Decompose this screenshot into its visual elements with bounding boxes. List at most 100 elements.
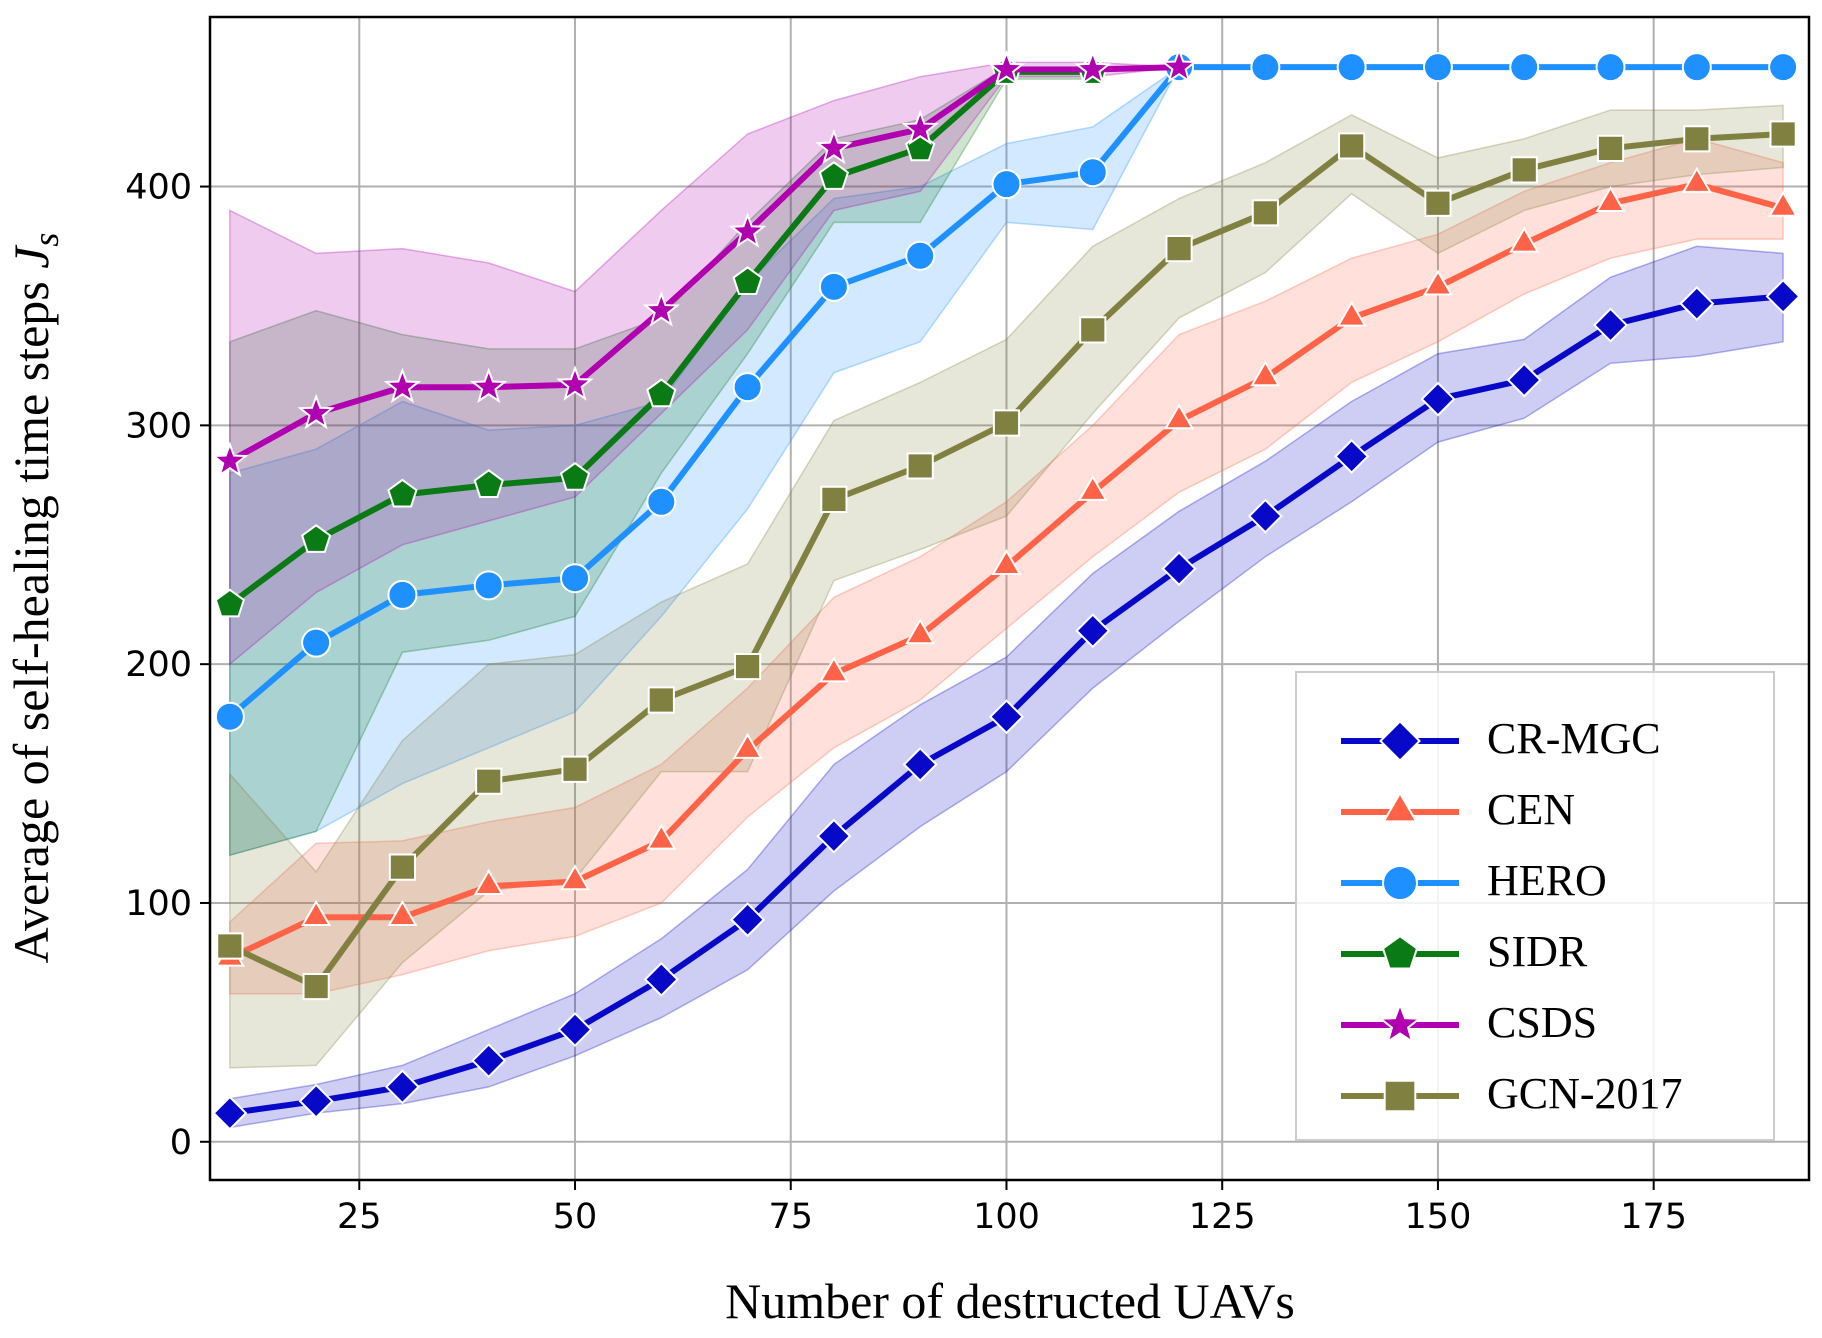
marker: [1160, 47, 1198, 84]
marker: [818, 656, 849, 683]
series-line: [228, 64, 1180, 464]
marker: [387, 579, 418, 610]
marker: [1768, 52, 1799, 83]
marker: [642, 291, 681, 327]
marker: [301, 899, 332, 927]
x-tick-label: 25: [337, 1197, 382, 1237]
y-tick-label: 200: [125, 645, 192, 685]
marker: [732, 266, 763, 295]
marker: [1595, 185, 1626, 212]
marker: [820, 485, 848, 513]
marker: [211, 441, 249, 478]
marker: [1681, 52, 1712, 83]
marker: [383, 367, 422, 404]
marker: [471, 1043, 507, 1079]
x-tick-label: 100: [973, 1197, 1040, 1237]
marker: [905, 240, 936, 271]
confidence-band: [229, 61, 1180, 666]
y-axis-label-subscript: s: [26, 233, 66, 247]
marker: [473, 570, 504, 601]
marker: [212, 1095, 248, 1131]
legend-marker: [1381, 865, 1419, 901]
marker: [1079, 316, 1107, 344]
marker: [728, 212, 767, 248]
marker: [1334, 438, 1370, 474]
marker: [473, 469, 504, 498]
legend-label: GCN-2017: [1487, 1069, 1683, 1118]
marker: [387, 899, 418, 927]
marker: [214, 701, 245, 732]
y-axis-label-text: Average of self-healing time steps: [3, 269, 59, 964]
marker: [216, 932, 244, 960]
marker: [730, 902, 766, 938]
legend-label: CR-MGC: [1487, 714, 1661, 763]
y-axis-label: Average of self-healing time steps Js: [3, 233, 66, 964]
marker: [732, 372, 763, 403]
marker: [214, 588, 246, 618]
legend-marker: [1381, 934, 1419, 970]
x-tick-label: 125: [1189, 1197, 1256, 1237]
marker: [1075, 613, 1111, 649]
marker: [561, 755, 589, 783]
marker: [1593, 307, 1629, 343]
marker: [992, 409, 1021, 437]
marker: [906, 452, 934, 480]
bands: [229, 61, 1784, 1129]
marker: [559, 461, 591, 491]
legend-label: CEN: [1487, 785, 1575, 834]
marker: [988, 699, 1024, 735]
marker: [1596, 134, 1625, 162]
marker: [1595, 52, 1626, 83]
confidence-band: [229, 104, 1784, 1069]
marker: [646, 823, 677, 850]
x-axis-label: Number of destructed UAVs: [725, 1273, 1295, 1329]
y-axis-label-symbol: J: [3, 244, 59, 269]
legend-label: HERO: [1487, 856, 1607, 905]
marker: [905, 618, 936, 645]
marker: [987, 49, 1026, 86]
marker: [298, 1083, 334, 1119]
confidence-band: [229, 245, 1784, 1129]
marker: [734, 652, 762, 681]
marker: [1250, 52, 1281, 83]
y-tick-label: 0: [170, 1123, 192, 1163]
marker: [1163, 403, 1195, 430]
marker: [1509, 226, 1540, 253]
marker: [901, 109, 939, 146]
marker: [556, 365, 594, 401]
legend-marker: [1377, 1001, 1423, 1044]
marker: [297, 393, 335, 430]
marker: [388, 853, 417, 881]
y-tick-label: 400: [125, 168, 192, 208]
marker: [818, 271, 849, 302]
legend-label: CSDS: [1487, 998, 1597, 1047]
marker: [815, 128, 853, 165]
marker: [646, 486, 677, 517]
marker: [301, 627, 332, 658]
plot-frame: [208, 15, 1811, 1182]
marker: [1506, 362, 1542, 398]
marker: [475, 767, 503, 795]
legend-marker: [1382, 791, 1418, 823]
marker: [473, 868, 504, 895]
marker: [1165, 235, 1193, 263]
marker: [470, 367, 508, 404]
marker: [1161, 551, 1197, 587]
y-tick-label: 300: [125, 406, 192, 446]
marker: [1077, 474, 1108, 501]
x-tick-label: 75: [768, 1197, 813, 1237]
marker: [1247, 498, 1283, 534]
lines: [211, 47, 1801, 1131]
marker: [1338, 132, 1366, 160]
marker: [1422, 52, 1453, 83]
marker: [560, 563, 591, 594]
marker: [1424, 189, 1452, 217]
marker: [1077, 157, 1108, 188]
marker: [1420, 381, 1456, 417]
marker: [384, 1069, 420, 1105]
marker: [1769, 120, 1797, 148]
marker: [1336, 52, 1367, 83]
marker: [643, 961, 679, 997]
legend-marker: [1379, 720, 1421, 762]
